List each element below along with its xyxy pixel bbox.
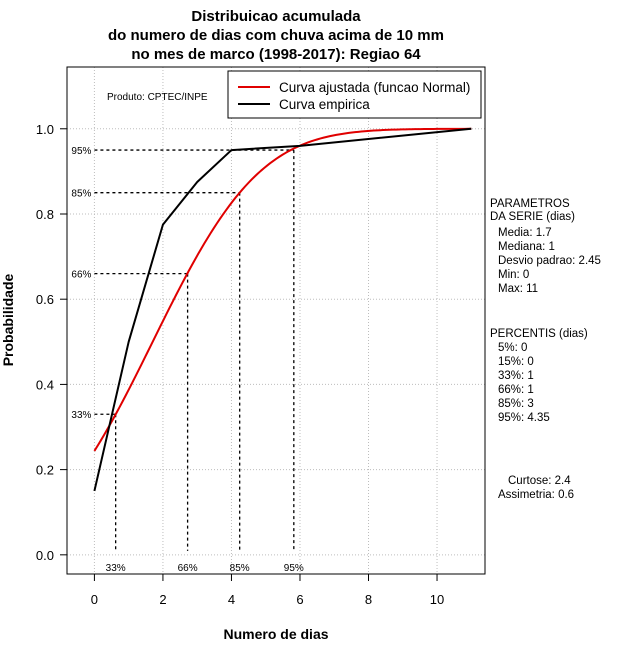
x-axis-title: Numero de dias <box>223 626 328 642</box>
percentile-label-x: 95% <box>284 563 304 574</box>
param-media: Media: 1.7 <box>498 227 552 239</box>
statistics-panel: PARAMETROS DA SERIE (dias) Media: 1.7 Me… <box>490 198 601 501</box>
fitted-normal-curve <box>93 127 472 452</box>
chart-title: Distribuicao acumulada do numero de dias… <box>108 8 444 63</box>
legend-label-fitted: Curva ajustada (funcao Normal) <box>279 80 470 95</box>
percentile-label-y: 95% <box>71 146 91 157</box>
grid-lines <box>67 67 485 574</box>
x-tick-label: 6 <box>296 592 303 607</box>
percentile-guides: 33% 33% 66% 66% 85% 85% 95% 95% <box>71 146 304 574</box>
y-tick-label: 1.0 <box>36 122 54 137</box>
plot-frame <box>66 66 486 575</box>
percentile-label-x: 85% <box>230 563 250 574</box>
y-axis-title: Probabilidade <box>0 274 16 367</box>
legend-label-empirical: Curva empirica <box>279 97 370 112</box>
percentile-label-y: 85% <box>71 189 91 200</box>
percentil-33: 33%: 1 <box>498 370 534 382</box>
series-lines <box>93 127 472 492</box>
param-mediana: Mediana: 1 <box>498 241 555 253</box>
percentile-label-x: 66% <box>178 563 198 574</box>
x-tick-label: 8 <box>365 592 372 607</box>
curtose: Curtose: 2.4 <box>508 475 571 487</box>
percentil-5: 5%: 0 <box>498 342 527 354</box>
param-min: Min: 0 <box>498 269 529 281</box>
x-tick-label: 2 <box>159 592 166 607</box>
y-tick-label: 0.0 <box>36 548 54 563</box>
percentile-label-x: 33% <box>106 563 126 574</box>
x-axis: 0 2 4 6 8 10 <box>91 573 444 607</box>
percentil-95: 95%: 4.35 <box>498 412 550 424</box>
x-tick-label: 0 <box>91 592 98 607</box>
legend-box <box>227 70 482 119</box>
param-max: Max: 11 <box>498 283 538 295</box>
param-desvio: Desvio padrao: 2.45 <box>498 255 601 267</box>
chart-title-line-1: Distribuicao acumulada <box>191 8 361 25</box>
parametros-title-1: PARAMETROS <box>490 198 570 210</box>
chart-title-line-2: do numero de dias com chuva acima de 10 … <box>108 27 444 44</box>
y-tick-label: 0.8 <box>36 207 54 222</box>
chart-title-line-3: no mes de marco (1998-2017): Regiao 64 <box>131 46 421 63</box>
percentile-label-y: 33% <box>71 410 91 421</box>
y-tick-label: 0.6 <box>36 292 54 307</box>
parametros-title-2: DA SERIE (dias) <box>490 211 575 223</box>
x-tick-label: 4 <box>228 592 235 607</box>
empirical-curve <box>93 127 472 492</box>
y-axis: 0.0 0.2 0.4 0.6 0.8 1.0 <box>36 122 67 563</box>
x-tick-label: 10 <box>430 592 444 607</box>
percentil-15: 15%: 0 <box>498 356 534 368</box>
percentil-66: 66%: 1 <box>498 384 534 396</box>
y-tick-label: 0.4 <box>36 377 54 392</box>
assimetria: Assimetria: 0.6 <box>498 489 574 501</box>
percentis-title: PERCENTIS (dias) <box>490 328 588 340</box>
percentile-label-y: 66% <box>71 270 91 281</box>
y-tick-label: 0.2 <box>36 463 54 478</box>
legend: Curva ajustada (funcao Normal) Curva emp… <box>227 70 482 119</box>
percentil-85: 85%: 3 <box>498 398 534 410</box>
producer-note: Produto: CPTEC/INPE <box>107 92 208 103</box>
